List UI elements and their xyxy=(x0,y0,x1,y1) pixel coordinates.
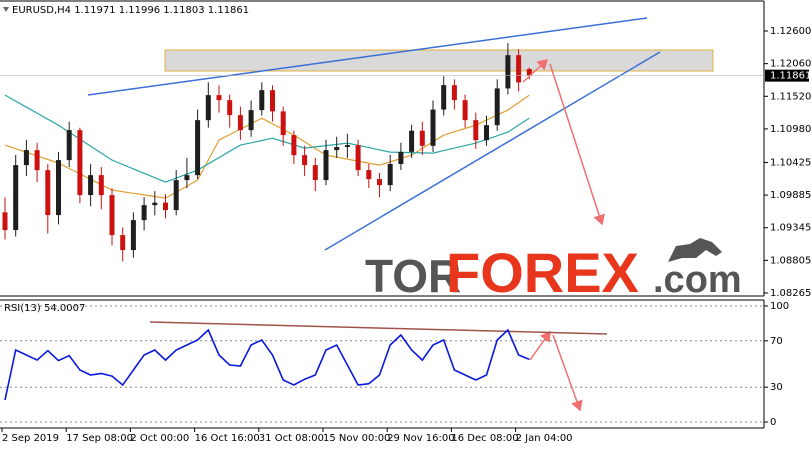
candle-body xyxy=(45,170,51,216)
y-tick-label: 30 xyxy=(770,382,783,393)
candle-body xyxy=(173,180,179,211)
candle-body xyxy=(302,155,308,166)
y-tick-label: 1.11520 xyxy=(770,91,811,102)
candle-body xyxy=(484,125,489,141)
candle-body xyxy=(130,220,136,251)
candle-body xyxy=(291,135,297,156)
candle-body xyxy=(109,195,115,236)
y-tick-label: 1.10425 xyxy=(770,157,811,168)
y-tick-label: 1.12060 xyxy=(770,59,811,70)
candle-body xyxy=(280,111,286,136)
candle-body xyxy=(526,69,532,76)
y-tick-label: 1.09345 xyxy=(770,223,811,234)
x-tick-label: 16 Oct 16:00 xyxy=(195,433,260,444)
y-tick-label: 1.08265 xyxy=(770,288,811,299)
candle-body xyxy=(462,100,468,121)
y-tick-label: 100 xyxy=(770,301,789,312)
resistance-zone xyxy=(164,49,714,72)
candle-body xyxy=(398,151,404,164)
watermark-com: .com xyxy=(653,259,742,301)
bull-icon xyxy=(668,238,722,262)
candle-body xyxy=(323,150,329,181)
arrow xyxy=(529,330,551,361)
candle-body xyxy=(312,165,318,181)
candle-body xyxy=(205,95,211,121)
y-tick-label: 1.12600 xyxy=(770,26,811,37)
rsi-title: RSI(13) 54.0007 xyxy=(4,303,85,314)
y-tick-label: 1.10980 xyxy=(770,124,811,135)
candle-body xyxy=(516,55,522,83)
candle-body xyxy=(430,109,436,146)
rsi-line xyxy=(4,328,530,401)
x-tick-label: 2 Sep 2019 xyxy=(2,433,59,444)
candle-body xyxy=(163,202,168,211)
candle-body xyxy=(195,120,201,176)
candle-body xyxy=(66,130,72,161)
candle-body xyxy=(387,163,393,186)
candle-body xyxy=(98,175,104,196)
trend-line xyxy=(324,51,661,251)
last-price-label: 1.11861 xyxy=(770,71,811,82)
candle-body xyxy=(441,85,447,110)
moving-average xyxy=(4,94,530,183)
candle-body xyxy=(366,170,372,180)
candle-body xyxy=(88,175,94,196)
watermark-tor: TOR xyxy=(365,250,461,302)
y-tick-label: 0 xyxy=(770,417,776,428)
candle-body xyxy=(409,130,415,152)
candle-body xyxy=(344,145,350,148)
candle-body xyxy=(184,175,190,181)
candle-body xyxy=(216,95,222,101)
price-layer xyxy=(2,43,532,262)
title-icon xyxy=(3,7,9,12)
x-tick-label: 31 Oct 08:00 xyxy=(259,433,324,444)
x-tick-label: 16 Dec 08:00 xyxy=(451,433,518,444)
candle-body xyxy=(419,130,425,146)
candle-body xyxy=(451,85,457,101)
x-tick-label: 2 Jan 04:00 xyxy=(516,433,573,444)
candle-body xyxy=(237,115,243,131)
candle-body xyxy=(23,150,29,166)
price-title: EURUSD,H4 1.11971 1.11996 1.11803 1.1186… xyxy=(12,5,249,16)
candle-body xyxy=(34,150,40,171)
candle-body xyxy=(270,90,275,112)
candle-body xyxy=(377,179,382,186)
candle-body xyxy=(56,160,61,216)
candle-body xyxy=(13,165,19,231)
candle-body xyxy=(473,120,479,141)
arrow xyxy=(552,334,583,412)
last-price-box xyxy=(765,69,809,82)
x-tick-label: 2 Oct 00:00 xyxy=(130,433,189,444)
candle-body xyxy=(2,212,8,231)
rsi-trend-line xyxy=(149,321,608,335)
watermark-forex: FOREX xyxy=(446,241,639,304)
candle-body xyxy=(355,145,361,171)
y-tick-label: 70 xyxy=(770,336,783,347)
arrow xyxy=(522,58,549,83)
arrow xyxy=(549,63,605,226)
candle-body xyxy=(152,202,158,206)
candle-body xyxy=(227,100,233,116)
x-tick-label: 17 Sep 08:00 xyxy=(66,433,133,444)
x-tick-label: 29 Nov 16:00 xyxy=(387,433,454,444)
x-tick-label: 15 Nov 00:00 xyxy=(323,433,390,444)
trend-line xyxy=(87,17,648,96)
candle-body xyxy=(494,88,500,126)
y-tick-label: 1.09885 xyxy=(770,190,811,201)
y-tick-label: 1.08805 xyxy=(770,255,811,266)
candle-body xyxy=(77,130,83,196)
candle-body xyxy=(248,110,254,131)
candle-body xyxy=(505,55,511,89)
candle-body xyxy=(141,205,147,221)
candle-body xyxy=(259,90,265,111)
candle-body xyxy=(120,235,126,251)
candle-body xyxy=(334,147,340,151)
